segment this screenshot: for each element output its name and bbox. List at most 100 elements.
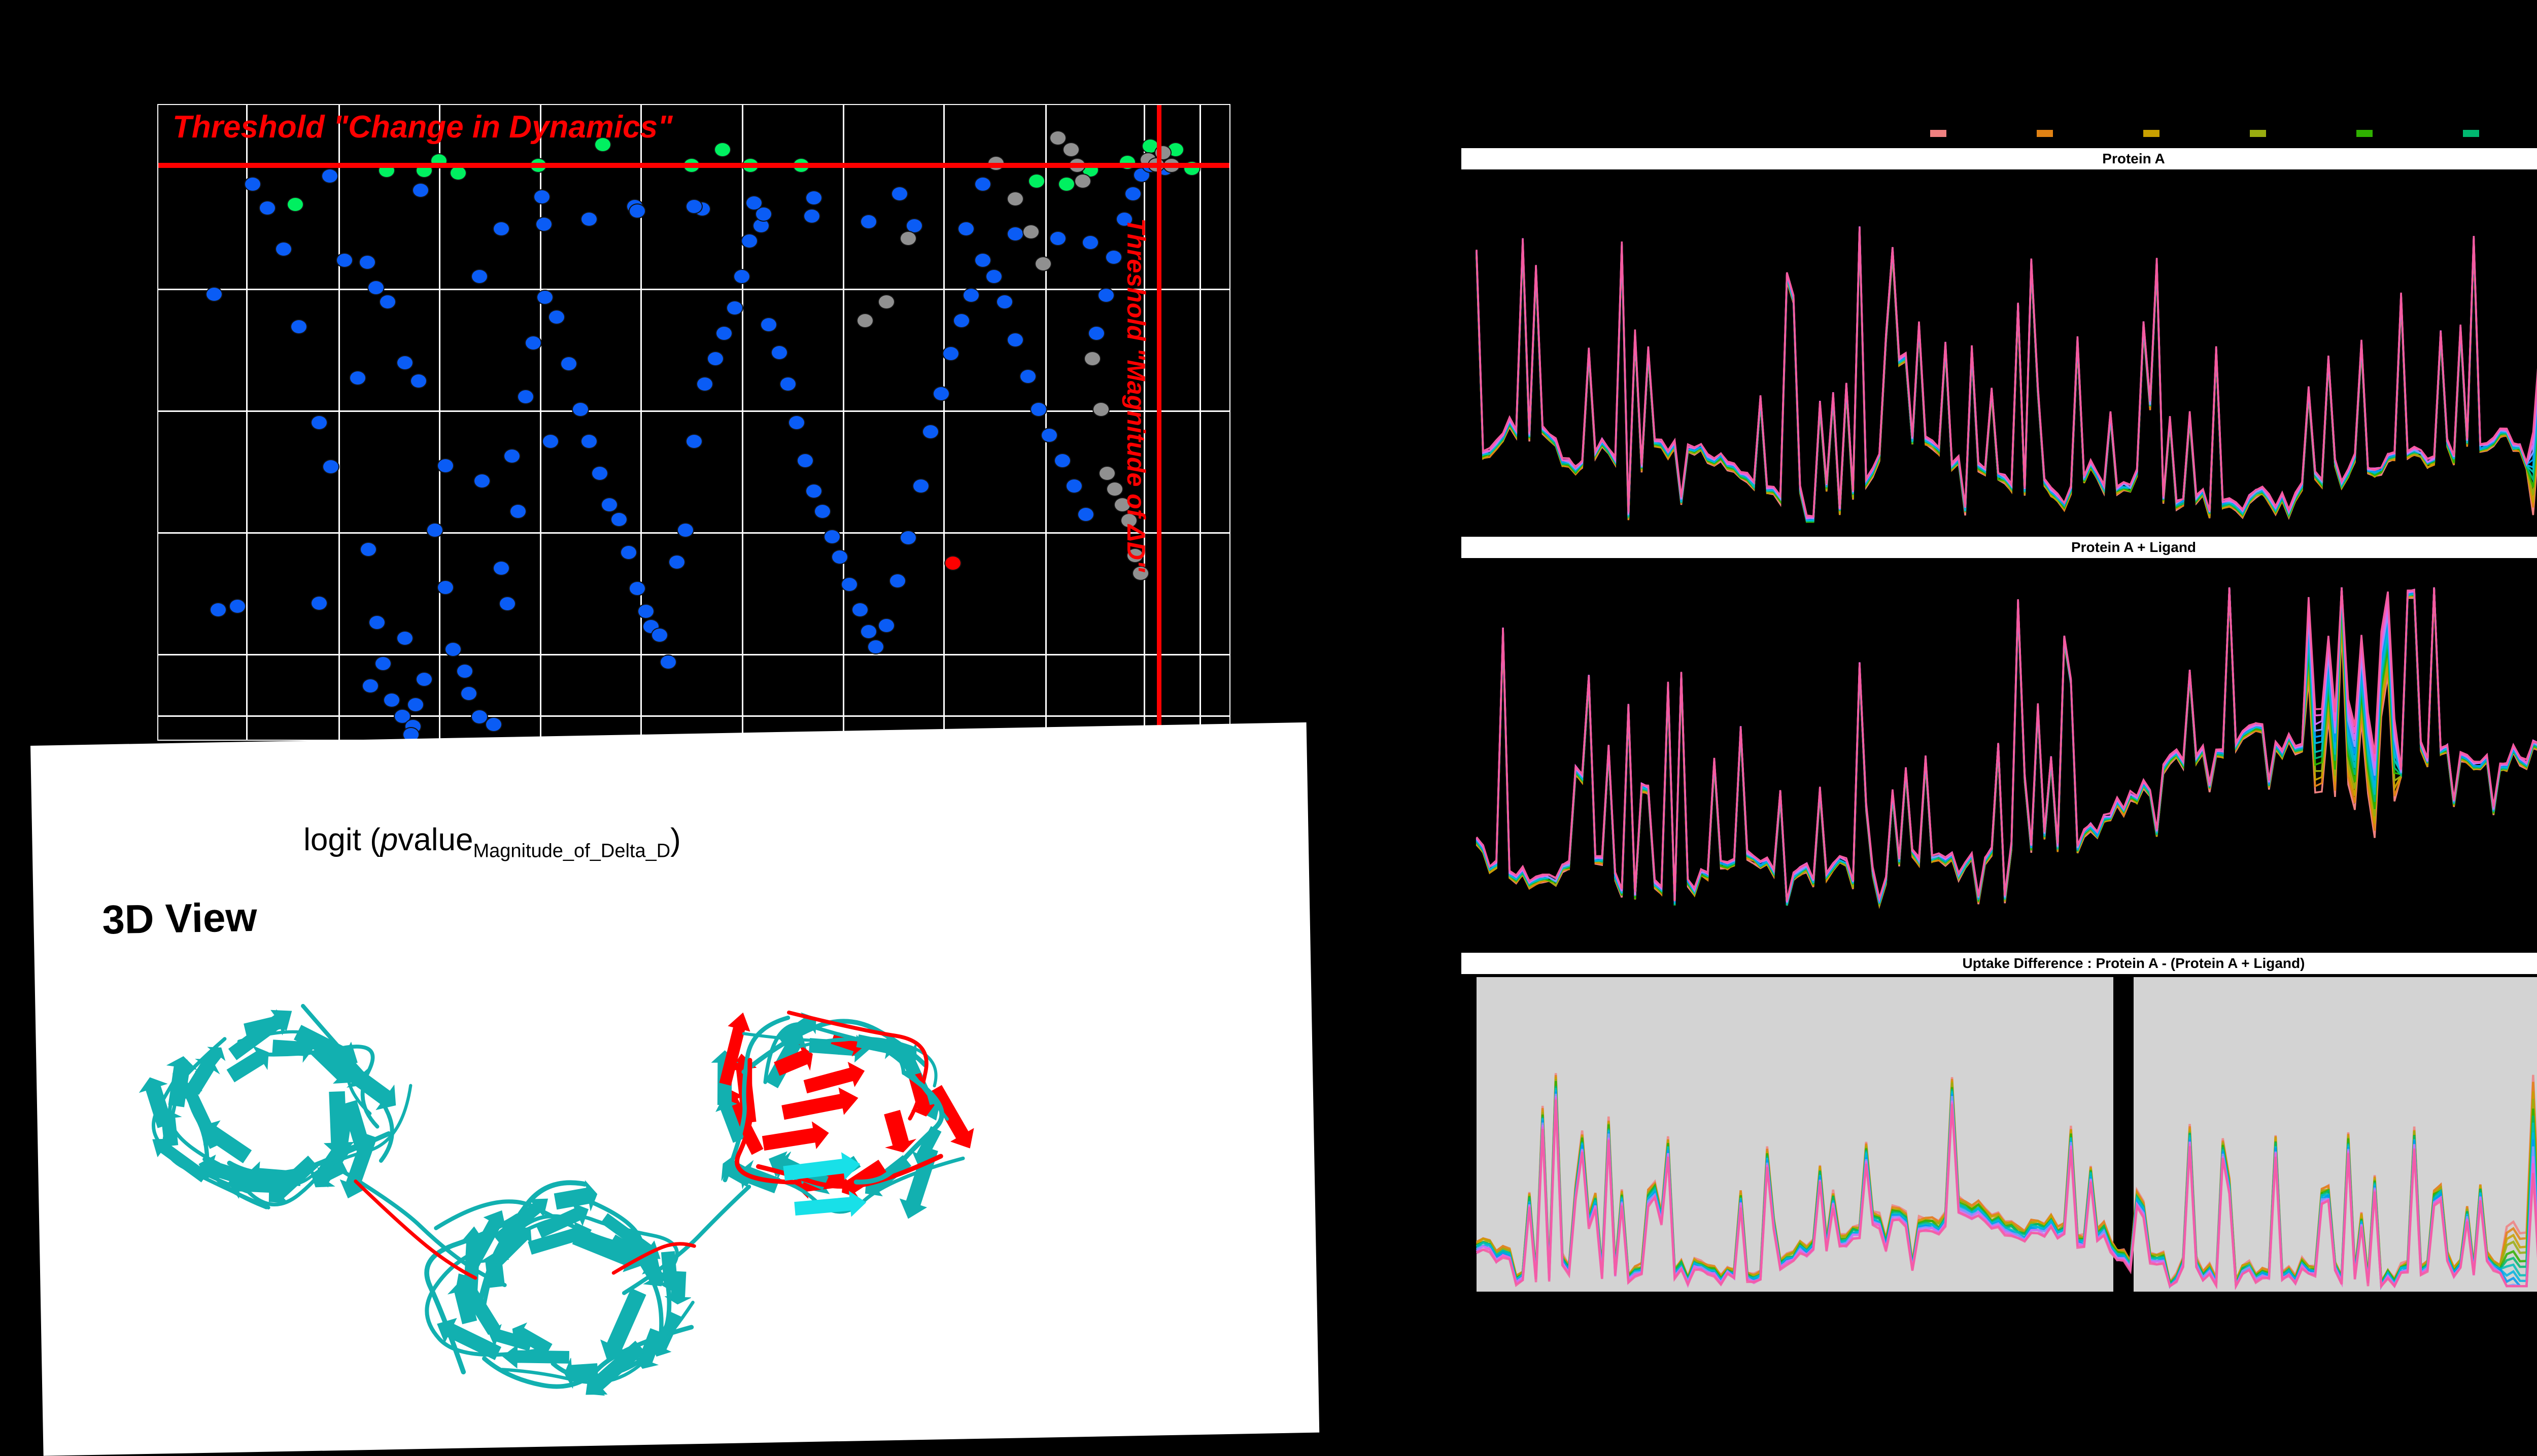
scatter-point-blue-67[interactable] [860,624,877,640]
scatter-point-green-12[interactable] [1058,177,1076,192]
uptake-trace-0-12[interactable] [1476,227,2537,517]
scatter-point-blue-23[interactable] [456,663,473,679]
scatter-point-blue-65[interactable] [840,576,858,592]
scatter-point-blue-50[interactable] [706,351,724,367]
scatter-point-blue-74[interactable] [933,386,950,402]
scatter-point-blue-73[interactable] [922,424,940,440]
scatter-point-blue-124[interactable] [396,630,414,646]
scatter-point-blue-48[interactable] [685,434,703,449]
scatter-point-blue-45[interactable] [659,654,677,670]
scatter-point-blue-128[interactable] [361,678,379,694]
scatter-point-blue-64[interactable] [831,549,848,565]
scatter-point-blue-88[interactable] [1088,326,1106,341]
scatter-point-blue-47[interactable] [676,523,694,538]
scatter-point-blue-44[interactable] [650,627,668,643]
scatter-point-blue-80[interactable] [996,294,1013,309]
uptake-trace-2-12[interactable] [1476,1099,2537,1291]
scatter-point-blue-29[interactable] [509,503,527,519]
scatter-point-blue-92[interactable] [1124,186,1142,202]
scatter-point-blue-126[interactable] [406,697,424,713]
scatter-point-blue-63[interactable] [823,529,841,544]
scatter-point-green-8[interactable] [714,142,732,157]
scatter-point-blue-58[interactable] [779,376,797,392]
scatter-point-grey-15[interactable] [1132,566,1149,581]
scatter-point-grey-10[interactable] [1099,465,1116,481]
scatter-point-blue-40[interactable] [620,544,637,560]
scatter-point-blue-38[interactable] [600,497,618,513]
scatter-point-blue-28[interactable] [499,596,517,612]
scatter-point-blue-99[interactable] [533,189,551,205]
uptake-trace-0-4[interactable] [1476,232,2537,523]
scatter-point-blue-34[interactable] [560,356,577,372]
chart-canvas-protein-a[interactable] [1461,172,2537,528]
scatter-point-blue-118[interactable] [492,221,510,236]
scatter-point-blue-121[interactable] [473,473,491,489]
scatter-point-blue-54[interactable] [741,233,759,249]
scatter-point-blue-2[interactable] [259,200,277,216]
scatter-point-grey-2[interactable] [1022,224,1040,240]
scatter-point-blue-15[interactable] [358,255,376,270]
scatter-point-blue-59[interactable] [788,414,806,430]
scatter-point-blue-130[interactable] [310,596,328,611]
scatter-point-blue-9[interactable] [359,541,377,557]
scatter-point-blue-122[interactable] [503,448,521,464]
scatter-point-blue-77[interactable] [963,288,980,303]
scatter-point-grey-13[interactable] [1120,513,1138,529]
scatter-point-blue-18[interactable] [396,355,414,370]
uptake-trace-1-12[interactable] [1476,587,2537,902]
scatter-point-blue-19[interactable] [409,373,427,389]
volcano-plot-area[interactable] [157,104,1230,742]
scatter-point-grey-3[interactable] [1034,256,1052,271]
scatter-point-grey-5[interactable] [1062,142,1080,157]
scatter-point-blue-33[interactable] [548,309,566,325]
scatter-point-blue-16[interactable] [367,280,385,296]
scatter-point-blue-52[interactable] [726,300,743,316]
scatter-point-blue-131[interactable] [210,602,227,617]
scatter-point-blue-97[interactable] [321,168,338,184]
scatter-point-red-0[interactable] [944,556,962,571]
chart-canvas-difference[interactable] [1461,977,2537,1292]
scatter-point-blue-12[interactable] [383,692,401,708]
scatter-point-blue-62[interactable] [813,503,831,519]
scatter-point-grey-7[interactable] [1074,174,1091,189]
chart-canvas-protein-a-ligand[interactable] [1461,561,2537,911]
scatter-point-blue-120[interactable] [436,458,454,473]
scatter-point-blue-60[interactable] [797,453,814,468]
scatter-point-blue-4[interactable] [290,319,307,334]
scatter-point-blue-70[interactable] [888,573,906,589]
scatter-point-blue-112[interactable] [805,190,822,205]
scatter-point-blue-35[interactable] [571,402,589,418]
scatter-point-blue-105[interactable] [906,218,923,233]
scatter-point-blue-123[interactable] [541,434,559,449]
legend-swatch-1[interactable] [2037,130,2053,137]
scatter-point-blue-110[interactable] [974,177,992,192]
scatter-point-green-11[interactable] [1028,174,1046,189]
scatter-point-grey-8[interactable] [1083,351,1101,367]
scatter-point-blue-0[interactable] [205,286,223,302]
scatter-point-blue-27[interactable] [492,561,510,576]
scatter-point-blue-87[interactable] [1077,506,1095,522]
scatter-point-blue-7[interactable] [336,253,354,268]
scatter-point-blue-22[interactable] [444,642,462,657]
scatter-point-blue-78[interactable] [974,253,992,268]
scatter-point-blue-129[interactable] [229,599,247,614]
scatter-point-blue-1[interactable] [244,177,261,192]
scatter-point-blue-36[interactable] [580,434,598,449]
scatter-point-blue-3[interactable] [275,241,292,257]
scatter-point-grey-9[interactable] [1092,402,1110,418]
scatter-point-blue-109[interactable] [1081,235,1099,251]
scatter-point-blue-5[interactable] [310,414,328,430]
scatter-point-blue-31[interactable] [524,335,542,351]
scatter-point-blue-71[interactable] [899,530,917,546]
scatter-point-blue-79[interactable] [985,268,1003,284]
scatter-point-blue-90[interactable] [1105,250,1122,265]
scatter-point-blue-39[interactable] [610,511,628,527]
scatter-point-blue-42[interactable] [637,604,655,619]
scatter-point-blue-91[interactable] [1116,212,1134,227]
scatter-point-blue-82[interactable] [1019,369,1037,385]
scatter-point-blue-8[interactable] [349,370,366,386]
scatter-point-blue-104[interactable] [860,214,877,230]
scatter-point-blue-10[interactable] [368,614,386,630]
scatter-point-blue-26[interactable] [485,716,502,732]
scatter-point-blue-72[interactable] [912,478,930,494]
